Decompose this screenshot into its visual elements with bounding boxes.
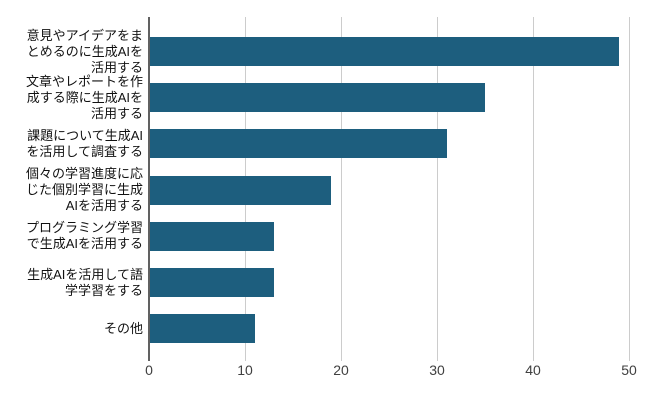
bar [149, 221, 274, 251]
category-label: 個々の学習進度に応 じた個別学習に生成 AIを活用する [25, 166, 143, 214]
bar [149, 83, 485, 113]
gridline [629, 17, 630, 361]
category-labels: 意見やアイデアをま とめるのに生成AIを 活用する 文章やレポートを作 成する際に… [0, 0, 143, 402]
bar [149, 314, 255, 344]
bar [149, 175, 332, 205]
category-label: 課題について生成AI を活用して調査する [26, 127, 143, 159]
bar [149, 37, 620, 66]
gridline [341, 17, 342, 361]
x-tick-label: 30 [429, 362, 445, 378]
plot-area [148, 17, 630, 361]
gridline [533, 17, 534, 361]
bar [149, 268, 274, 297]
gridline [437, 17, 438, 361]
category-label: 生成AIを活用して語 学学習をする [27, 266, 143, 298]
category-label: プログラミング学習 で生成AIを活用する [25, 220, 143, 252]
y-axis-line [148, 17, 150, 361]
category-label: その他 [103, 320, 143, 336]
x-tick-label: 50 [621, 362, 637, 378]
x-tick-label: 10 [237, 362, 253, 378]
x-tick-label: 40 [525, 362, 541, 378]
bar [149, 129, 447, 159]
category-label: 文章やレポートを作 成する際に生成AIを 活用する [25, 73, 143, 121]
x-tick-label: 0 [145, 362, 153, 378]
category-label: 意見やアイデアをま とめるのに生成AIを 活用する [26, 27, 143, 75]
x-tick-label: 20 [333, 362, 349, 378]
